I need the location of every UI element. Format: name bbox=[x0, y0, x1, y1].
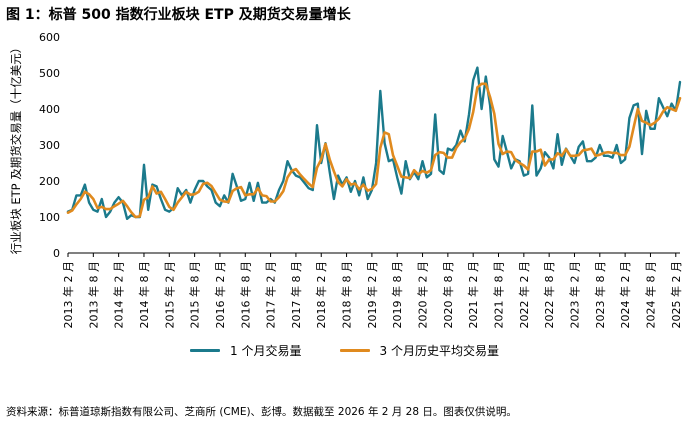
legend-item-monthly: 1 个月交易量 bbox=[190, 342, 302, 359]
y-tick-label: 100 bbox=[39, 211, 60, 224]
legend-item-3m-avg: 3 个月历史平均交易量 bbox=[339, 342, 499, 359]
x-tick-label: 2014 年 8 月 bbox=[137, 261, 151, 328]
source-note: 资料来源：标普道琼斯指数有限公司、芝商所 (CME)、彭博。数据截至 2026 … bbox=[6, 406, 517, 418]
legend-label-monthly: 1 个月交易量 bbox=[230, 344, 302, 358]
legend-swatch-3m-avg bbox=[339, 349, 370, 352]
x-tick-label: 2018 年 2 月 bbox=[314, 261, 328, 328]
legend: 1 个月交易量 3 个月历史平均交易量 bbox=[0, 342, 689, 359]
x-tick-label: 2020 年 2 月 bbox=[416, 261, 430, 328]
x-tick-label: 2021 年 2 月 bbox=[466, 261, 480, 328]
x-tick-label: 2016 年 8 月 bbox=[238, 261, 252, 328]
y-tick-label: 300 bbox=[39, 139, 60, 152]
x-tick-label: 2024 年 2 月 bbox=[618, 261, 632, 328]
x-tick-label: 2023 年 8 月 bbox=[593, 261, 607, 328]
line-chart: 0 100 200 300 400 500 600 2013 年 2 月 2013 年 8 月… bbox=[9, 31, 683, 328]
x-axis: 2013 年 2 月 2013 年 8 月 2014 年 2 月 2014 年 8 月… bbox=[61, 252, 683, 328]
series-layer bbox=[66, 66, 682, 221]
x-tick-label: 2013 年 8 月 bbox=[86, 261, 100, 328]
y-axis: 0 100 200 300 400 500 600 bbox=[39, 31, 60, 260]
x-tick-label: 2021 年 8 月 bbox=[492, 261, 506, 328]
y-tick-label: 400 bbox=[39, 103, 60, 116]
x-tick-label: 2025 年 2 月 bbox=[669, 261, 683, 328]
x-tick-label: 2015 年 2 月 bbox=[162, 261, 176, 328]
y-tick-label: 600 bbox=[39, 31, 60, 44]
legend-label-3m-avg: 3 个月历史平均交易量 bbox=[379, 344, 499, 358]
series-line-3m-avg bbox=[66, 82, 682, 219]
x-tick-label: 2024 年 8 月 bbox=[643, 261, 657, 328]
x-tick-label: 2023 年 2 月 bbox=[567, 261, 581, 328]
x-tick-label: 2020 年 8 月 bbox=[441, 261, 455, 328]
y-axis-label: 行业板块 ETP 及期货交易量（十亿美元） bbox=[9, 42, 23, 255]
chart-title: 图 1：标普 500 指数行业板块 ETP 及期货交易量增长 bbox=[6, 7, 351, 23]
x-tick-label: 2022 年 8 月 bbox=[542, 261, 556, 328]
y-tick-label: 0 bbox=[53, 247, 60, 260]
x-tick-label: 2018 年 8 月 bbox=[340, 261, 354, 328]
x-tick-label: 2014 年 2 月 bbox=[112, 261, 126, 328]
x-tick-label: 2016 年 2 月 bbox=[213, 261, 227, 328]
x-tick-label: 2017 年 8 月 bbox=[289, 261, 303, 328]
legend-swatch-monthly bbox=[190, 349, 221, 352]
x-tick-label: 2015 年 8 月 bbox=[188, 261, 202, 328]
x-tick-label: 2019 年 2 月 bbox=[365, 261, 379, 328]
x-tick-label: 2019 年 8 月 bbox=[390, 261, 404, 328]
y-tick-label: 500 bbox=[39, 67, 60, 80]
series-line-monthly bbox=[66, 66, 682, 221]
y-tick-label: 200 bbox=[39, 175, 60, 188]
x-tick-label: 2022 年 2 月 bbox=[517, 261, 531, 328]
x-tick-label: 2013 年 2 月 bbox=[61, 261, 75, 328]
x-tick-label: 2017 年 2 月 bbox=[264, 261, 278, 328]
